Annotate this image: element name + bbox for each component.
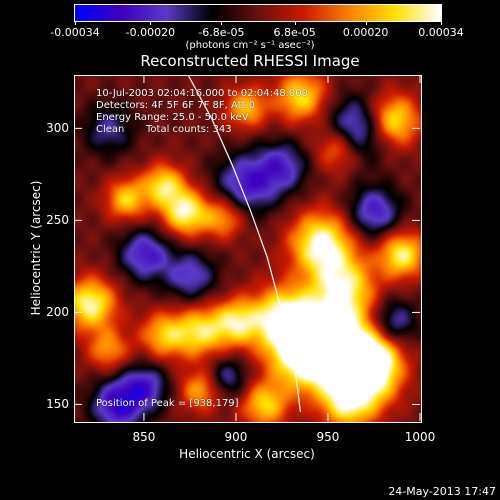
x-tick-label: 950 [316, 430, 340, 444]
colorbar-tick-label: -6.8e-05 [198, 26, 245, 39]
colorbar-gradient [75, 5, 441, 21]
chart-title: Reconstructed RHESSI Image [140, 52, 360, 70]
colorbar-tick-mark [294, 21, 296, 25]
colorbar-tick-label: 0.00020 [342, 26, 389, 39]
colorbar-tick-mark [441, 21, 442, 25]
x-tick-label: 900 [224, 430, 248, 444]
info-energy-range: Energy Range: 25.0 - 50.0 keV [96, 112, 249, 123]
colorbar-tick-label: -0.00020 [125, 26, 176, 39]
colorbar-tick-mark [75, 21, 76, 25]
colorbar-units: (photons cm⁻² s⁻¹ asec⁻²) [185, 40, 315, 51]
footer-timestamp: 24-May-2013 17:47 [388, 485, 496, 498]
plot-overlay [74, 74, 421, 421]
colorbar [74, 4, 442, 22]
colorbar-tick-mark [365, 21, 367, 25]
colorbar-tick-label: 0.00034 [418, 26, 464, 39]
colorbar-tick-mark [150, 21, 152, 25]
info-method: Clean [96, 124, 125, 135]
info-detectors: Detectors: 4F 5F 6F 7F 8F, Att 0 [96, 100, 256, 111]
y-tick-label: 150 [46, 397, 69, 412]
info-time-range: 10-Jul-2003 02:04:16.000 to 02:04:48.000 [96, 88, 308, 99]
y-tick-label: 250 [46, 213, 69, 228]
x-axis-label: Heliocentric X (arcsec) [179, 447, 315, 461]
colorbar-tick-label: 6.8e-05 [273, 26, 316, 39]
peak-position-label: Position of Peak = [938,179] [96, 398, 239, 409]
info-total-counts: Total counts: 343 [146, 124, 232, 135]
heatmap-image [75, 76, 421, 422]
x-tick-label: 1000 [404, 430, 436, 444]
colorbar-tick-mark [221, 21, 223, 25]
colorbar-tick-label: -0.00034 [50, 26, 100, 39]
y-tick-label: 300 [46, 121, 69, 136]
solar-limb-curve [187, 74, 301, 412]
axis-tick-marks [74, 75, 421, 421]
y-axis-label: Heliocentric Y (arcsec) [29, 180, 43, 316]
plot-area [74, 75, 422, 423]
x-tick-label: 850 [132, 430, 156, 444]
y-tick-label: 200 [46, 305, 69, 320]
